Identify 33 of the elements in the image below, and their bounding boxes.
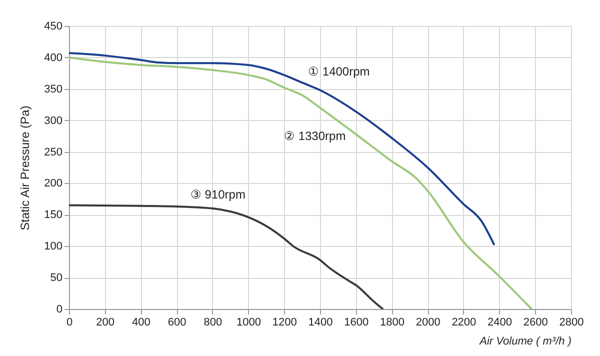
y-tick-label: 200 [44,178,62,190]
line-series [69,56,533,309]
x-tick-label: 2400 [488,316,512,328]
x-tick-label: 1000 [236,316,262,328]
x-tick-label: 800 [204,316,222,328]
y-tick-label: 450 [44,20,62,32]
series-label: ② 1330rpm [284,128,346,143]
x-tick-label: 600 [168,316,186,328]
x-tick-label: 1600 [344,316,369,328]
x-tick-label: 2200 [452,316,476,328]
y-axis-title: Static Air Pressure (Pa) [18,106,32,230]
x-tick-label: 2000 [416,316,440,328]
x-tick-label: 1800 [380,316,404,328]
x-tick-label: 400 [132,316,150,328]
x-axis-title: Air Volume ( m³/h ) [478,336,572,348]
x-tick-label: 200 [96,316,115,328]
y-tick-label: 0 [56,304,62,316]
y-tick-label: 400 [44,52,62,64]
y-tick-label: 150 [44,209,62,222]
x-tick-label: 0 [66,316,73,328]
y-tick-label: 300 [44,114,62,127]
series-label: ③ 910rpm [190,187,246,202]
x-tick-label: 1400 [308,316,333,328]
y-tick-label: 50 [50,272,62,284]
series-label: ① 1400rpm [308,64,370,79]
line-series [69,52,495,246]
x-tick-label: 2800 [559,316,584,328]
y-tick-label: 350 [44,83,62,96]
x-tick-label: 1200 [272,316,297,328]
x-tick-label: 2600 [523,316,548,328]
y-tick-label: 100 [44,240,62,253]
y-tick-label: 250 [44,146,62,158]
line-series [69,204,384,309]
